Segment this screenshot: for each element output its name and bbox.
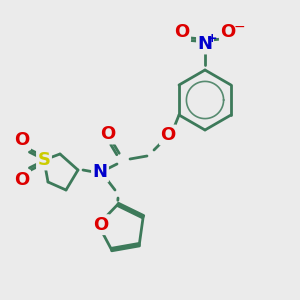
Text: S: S <box>38 151 50 169</box>
Text: O: O <box>174 23 190 41</box>
Text: O: O <box>160 126 175 144</box>
Text: O: O <box>14 131 30 149</box>
Text: −: − <box>233 20 245 34</box>
Text: +: + <box>207 32 217 46</box>
Text: O: O <box>220 23 236 41</box>
Text: N: N <box>197 35 212 53</box>
Text: O: O <box>100 125 116 143</box>
Text: O: O <box>94 216 109 234</box>
Text: N: N <box>92 163 107 181</box>
Text: O: O <box>14 171 30 189</box>
